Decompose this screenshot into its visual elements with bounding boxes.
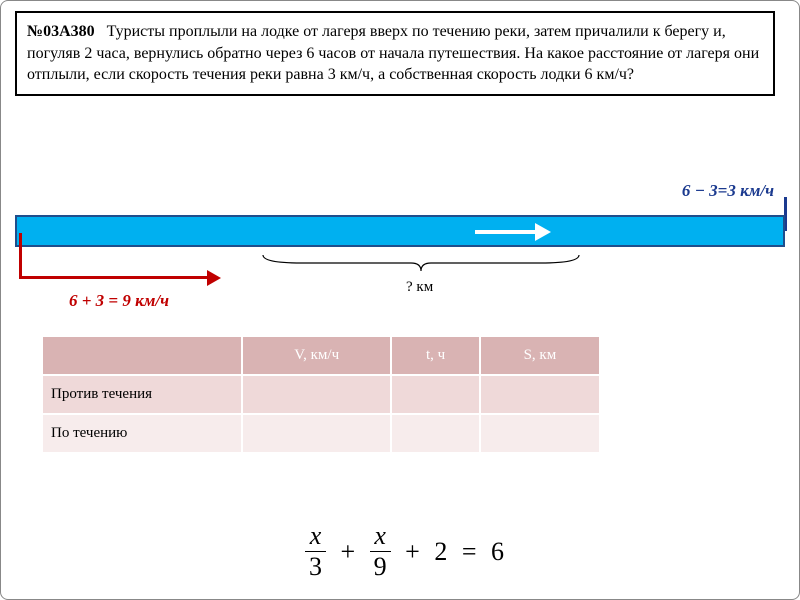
fraction-1: x 3 (305, 521, 326, 582)
table-row: По течению (42, 414, 600, 453)
problem-number: №03A380 (27, 23, 95, 40)
flow-arrow-icon (475, 224, 553, 240)
table-cell (391, 414, 479, 453)
table-header: S, км (480, 336, 600, 375)
table-cell (480, 375, 600, 414)
table-header (42, 336, 242, 375)
downstream-speed-label: 6 + 3 = 9 км/ч (69, 291, 169, 311)
equals-op: = (462, 537, 477, 566)
data-table: V, км/ч t, ч S, км Против течения По теч… (41, 335, 601, 454)
downstream-arrow (19, 233, 229, 293)
table-row: Против течения (42, 375, 600, 414)
table-cell (242, 375, 391, 414)
table-header: t, ч (391, 336, 479, 375)
table-cell (480, 414, 600, 453)
problem-box: №03A380 Туристы проплыли на лодке от лаг… (15, 11, 775, 96)
table-cell (391, 375, 479, 414)
table-cell (242, 414, 391, 453)
equation: x 3 + x 9 + 2 = 6 (301, 521, 508, 582)
distance-brace-icon (261, 253, 581, 273)
rhs: 6 (491, 537, 504, 566)
distance-label: ? км (406, 279, 433, 296)
fraction-2: x 9 (370, 521, 391, 582)
table-header-row: V, км/ч t, ч S, км (42, 336, 600, 375)
table-header: V, км/ч (242, 336, 391, 375)
problem-text: Туристы проплыли на лодке от лагеря ввер… (27, 23, 759, 83)
table-cell: По течению (42, 414, 242, 453)
table-cell: Против течения (42, 375, 242, 414)
plus-op: + (341, 537, 356, 566)
term-3: 2 (434, 537, 447, 566)
plus-op: + (405, 537, 420, 566)
